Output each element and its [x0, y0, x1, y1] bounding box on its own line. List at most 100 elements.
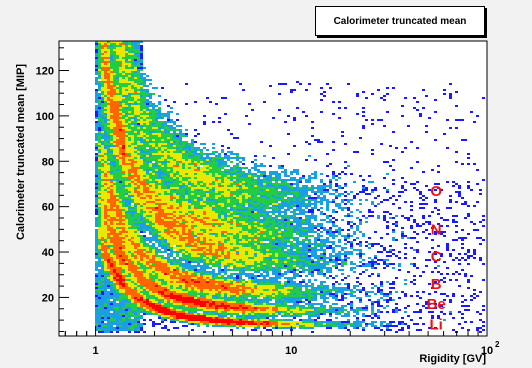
density-cell — [164, 235, 167, 237]
density-cell — [158, 213, 161, 215]
density-cell — [131, 99, 134, 101]
density-cell — [128, 79, 131, 81]
density-cell — [137, 43, 140, 45]
density-cell — [158, 223, 161, 225]
density-cell — [248, 197, 251, 199]
density-cell — [140, 95, 143, 97]
density-cell — [113, 201, 116, 203]
density-cell — [146, 89, 149, 91]
density-cell — [377, 243, 380, 245]
density-cell — [134, 63, 137, 65]
density-cell — [125, 153, 128, 155]
density-cell — [107, 193, 110, 195]
density-cell — [194, 101, 197, 103]
density-cell — [236, 167, 239, 169]
density-cell — [212, 223, 215, 225]
density-cell — [374, 243, 377, 245]
density-cell — [116, 191, 119, 193]
density-cell — [122, 169, 125, 171]
density-cell — [356, 237, 359, 239]
density-cell — [155, 195, 158, 197]
density-cell — [380, 143, 383, 145]
density-cell — [362, 187, 365, 189]
density-cell — [176, 135, 179, 137]
density-cell — [146, 187, 149, 189]
density-cell — [134, 177, 137, 179]
density-cell — [137, 99, 140, 101]
density-cell — [272, 173, 275, 175]
density-cell — [392, 217, 395, 219]
density-cell — [101, 129, 104, 131]
density-cell — [449, 199, 452, 201]
density-cell — [122, 157, 125, 159]
density-cell — [140, 155, 143, 157]
density-cell — [182, 241, 185, 243]
density-cell — [449, 195, 452, 197]
density-cell — [236, 175, 239, 177]
density-cell — [128, 167, 131, 169]
density-cell — [98, 95, 101, 97]
density-cell — [161, 117, 164, 119]
density-cell — [131, 129, 134, 131]
density-cell — [164, 231, 167, 233]
density-cell — [329, 245, 332, 247]
density-cell — [128, 131, 131, 133]
density-cell — [176, 227, 179, 229]
density-cell — [158, 163, 161, 165]
density-cell — [134, 235, 137, 237]
density-cell — [284, 191, 287, 193]
density-cell — [134, 135, 137, 137]
density-cell — [308, 235, 311, 237]
density-cell — [395, 215, 398, 217]
density-cell — [122, 81, 125, 83]
density-cell — [302, 177, 305, 179]
density-cell — [287, 233, 290, 235]
density-cell — [416, 181, 419, 183]
density-cell — [167, 213, 170, 215]
density-cell — [188, 205, 191, 207]
density-cell — [104, 169, 107, 171]
density-cell — [224, 229, 227, 231]
density-cell — [416, 161, 419, 163]
density-cell — [158, 215, 161, 217]
density-cell — [173, 181, 176, 183]
density-cell — [95, 83, 98, 85]
density-cell — [209, 171, 212, 173]
density-cell — [197, 171, 200, 173]
density-cell — [185, 231, 188, 233]
density-cell — [167, 179, 170, 181]
density-cell — [107, 235, 110, 237]
density-cell — [161, 209, 164, 211]
density-cell — [179, 149, 182, 151]
density-cell — [149, 95, 152, 97]
density-cell — [131, 47, 134, 49]
density-cell — [173, 201, 176, 203]
density-cell — [143, 77, 146, 79]
density-cell — [107, 159, 110, 161]
density-cell — [98, 133, 101, 135]
density-cell — [242, 195, 245, 197]
density-cell — [179, 137, 182, 139]
density-cell — [446, 245, 449, 247]
density-cell — [482, 239, 485, 241]
density-cell — [110, 111, 113, 113]
density-cell — [299, 83, 302, 85]
density-cell — [110, 187, 113, 189]
density-cell — [134, 47, 137, 49]
density-cell — [182, 163, 185, 165]
density-cell — [233, 209, 236, 211]
density-cell — [455, 91, 458, 93]
density-cell — [404, 201, 407, 203]
density-cell — [263, 171, 266, 173]
density-cell — [182, 223, 185, 225]
density-cell — [155, 239, 158, 241]
density-cell — [206, 191, 209, 193]
density-cell — [134, 175, 137, 177]
density-cell — [143, 109, 146, 111]
density-cell — [296, 207, 299, 209]
density-cell — [236, 203, 239, 205]
density-cell — [248, 185, 251, 187]
density-cell — [170, 231, 173, 233]
density-cell — [158, 237, 161, 239]
density-cell — [164, 233, 167, 235]
